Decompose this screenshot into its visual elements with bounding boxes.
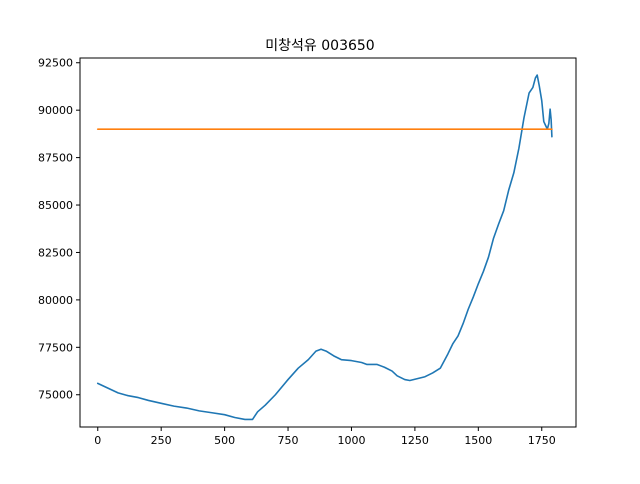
x-tick-label: 750	[278, 434, 299, 447]
y-tick-label: 77500	[38, 341, 73, 354]
y-tick-label: 87500	[38, 152, 73, 165]
x-tick-label: 1250	[401, 434, 429, 447]
y-axis-ticks: 75000 77500 80000 82500 85000 87500 90000 92500	[38, 57, 80, 402]
chart-title: 미창석유 003650	[265, 38, 374, 54]
x-tick-label: 500	[214, 434, 235, 447]
x-tick-label: 1000	[337, 434, 365, 447]
x-tick-label: 0	[94, 434, 101, 447]
plot-lines	[96, 74, 553, 421]
axes-frame	[79, 57, 577, 428]
x-tick-label: 1500	[464, 434, 492, 447]
x-tick-label: 1750	[528, 434, 556, 447]
x-axis-ticks: 0 250 500 750 1000 1250 1500 1750	[94, 427, 556, 447]
y-tick-label: 75000	[38, 389, 73, 402]
y-tick-label: 82500	[38, 246, 73, 259]
y-tick-label: 85000	[38, 199, 73, 212]
series-line-0	[96, 74, 553, 421]
x-tick-label: 250	[151, 434, 172, 447]
y-tick-label: 80000	[38, 294, 73, 307]
y-tick-label: 90000	[38, 104, 73, 117]
y-tick-label: 92500	[38, 57, 73, 70]
